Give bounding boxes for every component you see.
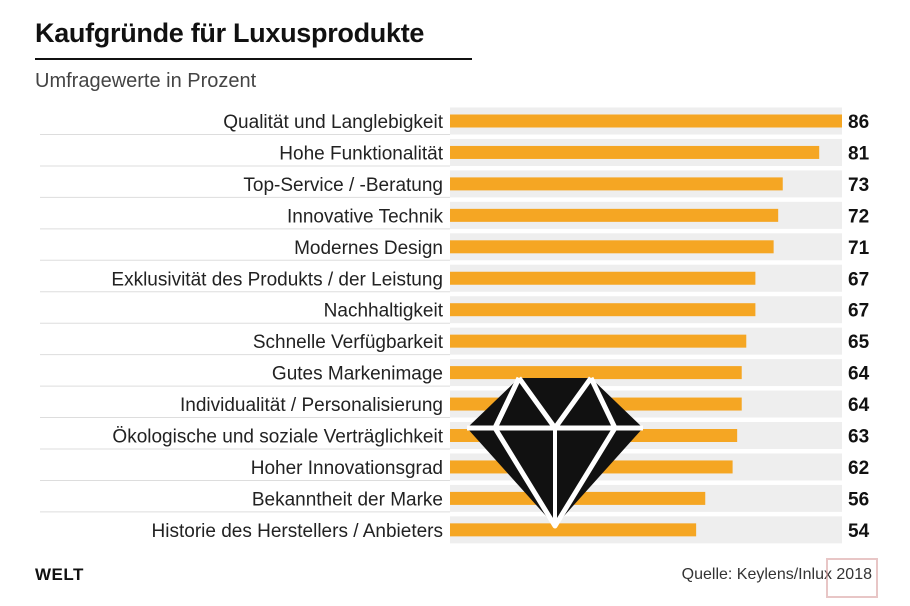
category-label: Modernes Design [294, 238, 443, 259]
bar [450, 240, 774, 254]
value-label: 67 [848, 301, 869, 322]
value-label: 81 [848, 143, 870, 164]
title-rule [35, 58, 472, 60]
brand-logo: WELT [35, 565, 84, 584]
bar [450, 303, 756, 317]
value-label: 72 [848, 206, 869, 227]
category-label: Hohe Funktionalität [279, 143, 443, 164]
value-label: 62 [848, 458, 869, 479]
value-label: 71 [848, 238, 870, 259]
bar [450, 334, 747, 348]
category-label: Historie des Herstellers / Anbieters [152, 521, 443, 542]
category-label: Schnelle Verfügbarkeit [253, 332, 444, 353]
value-label: 73 [848, 175, 869, 196]
value-label: 65 [848, 332, 870, 353]
value-label: 64 [848, 364, 870, 385]
value-label: 54 [848, 521, 870, 542]
category-label: Top-Service / -Beratung [243, 175, 443, 196]
category-label: Qualität und Langlebigkeit [223, 112, 443, 133]
category-label: Bekanntheit der Marke [252, 489, 443, 510]
watermark-stamp [826, 558, 878, 598]
bar [450, 114, 842, 128]
category-label: Nachhaltigkeit [324, 301, 444, 322]
diamond-icon [467, 376, 643, 529]
category-label: Innovative Technik [287, 206, 443, 227]
category-label: Ökologische und soziale Verträglichkeit [112, 427, 443, 448]
bar [450, 271, 756, 285]
value-label: 67 [848, 269, 869, 290]
chart-subtitle: Umfragewerte in Prozent [35, 70, 257, 92]
bar [450, 145, 820, 159]
bar [450, 208, 779, 222]
category-label: Gutes Markenimage [272, 364, 443, 385]
value-label: 56 [848, 489, 869, 510]
category-label: Exklusivität des Produkts / der Leistung [111, 269, 443, 290]
bar [450, 523, 697, 537]
category-label: Hoher Innovationsgrad [251, 458, 443, 479]
bar [450, 366, 742, 380]
value-label: 64 [848, 395, 870, 416]
category-label: Individualität / Personalisierung [180, 395, 443, 416]
source-note: Quelle: Keylens/Inlux 2018 [681, 566, 872, 583]
value-label: 63 [848, 427, 869, 448]
bar [450, 177, 783, 191]
chart-title: Kaufgründe für Luxusprodukte [35, 18, 425, 48]
value-label: 86 [848, 112, 869, 133]
